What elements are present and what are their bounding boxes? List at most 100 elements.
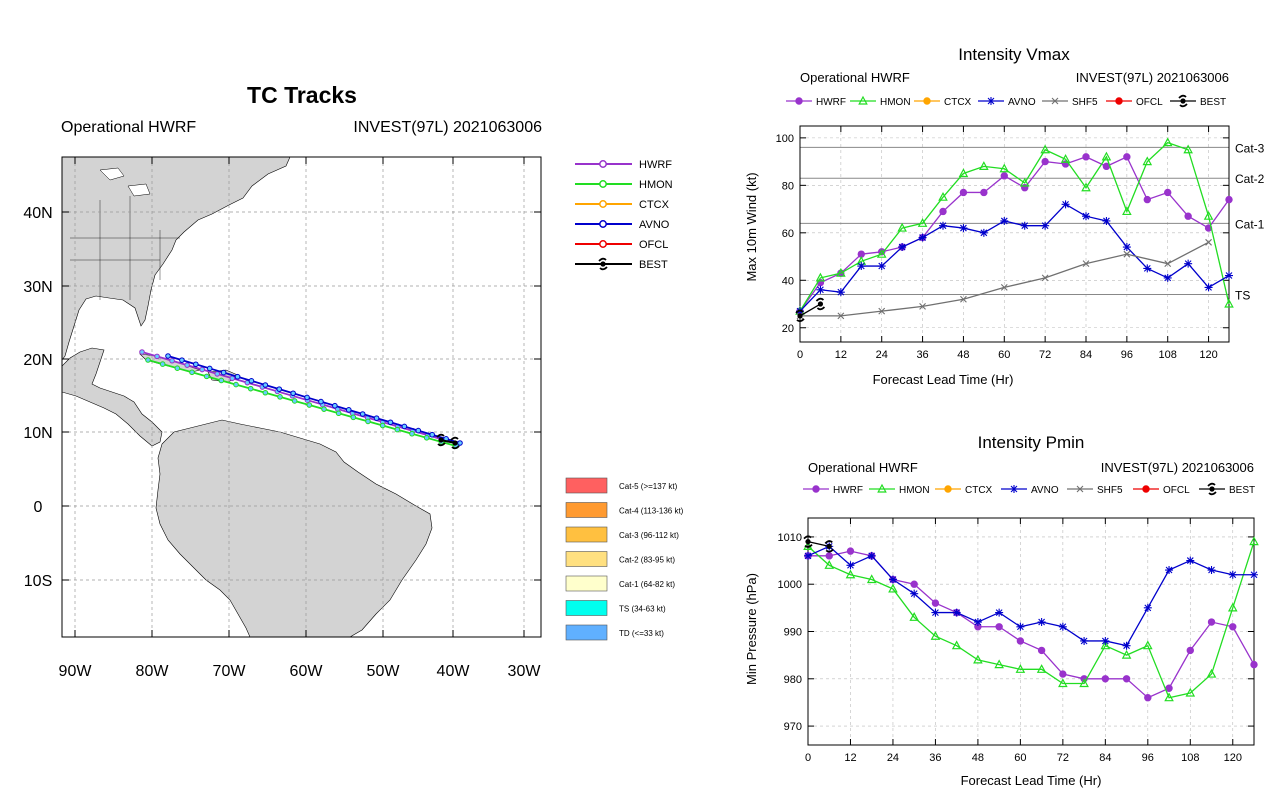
ref-line-label: Cat-2 [1235,172,1265,186]
track-avno-point [387,419,394,426]
series-avno-point [1041,221,1050,230]
track-avno-point [359,411,366,417]
series-hmon-point [1224,298,1234,308]
series-best-point [803,535,813,548]
series-avno-point [877,262,886,271]
category-swatch [565,600,608,616]
series-hmon-point [1101,151,1112,161]
series-avno-point [1082,212,1090,221]
series-hwrf-point [910,580,918,588]
series-hmon-point [1058,678,1068,688]
vmax-ylabel: Max 10m Wind (kt) [744,172,759,281]
x-tick-label: 120 [1199,349,1217,361]
lon-tick-label: 80W [136,663,170,680]
series-hmon-point [836,267,846,277]
legend-label-avno: AVNO [639,219,670,231]
track-hwrf-point [154,353,160,360]
pmin-subtitle-right: INVEST(97L) 2021063006 [1101,460,1254,475]
lon-tick-label: 90W [59,663,93,680]
track-legend: HWRF HMON CTCX AVNO OFCL BEST [575,159,673,271]
track-hmon-point [262,389,269,396]
track-avno-point [401,423,408,430]
x-tick-label: 36 [916,349,928,361]
series-avno-point [1037,618,1046,627]
series-avno-point [836,288,845,297]
track-avno-line [167,355,461,444]
track-hwrf-point [214,371,221,377]
series-hmon-point [1015,664,1026,673]
series-hwrf-point [1186,646,1194,655]
track-hmon-point [203,373,210,380]
series-best-point-core [826,543,832,549]
track-subtitle-left: Operational HWRF [61,119,196,136]
x-tick-label: 96 [1121,349,1133,361]
y-tick-label: 990 [784,627,802,639]
series-hmon-point [917,218,928,227]
track-best-marker [436,433,446,447]
series-hmon-point [994,659,1004,669]
category-label: TD (<=33 kt) [619,629,664,638]
series-hwrf-point [1144,694,1152,702]
track-best-marker-core [438,437,444,443]
lon-tick-label: 70W [213,663,247,680]
category-swatch [565,551,608,567]
legend-marker-shf5 [1076,485,1084,493]
series-avno-point [1102,216,1111,225]
series-shf5-point [878,307,886,315]
vmax-title: Intensity Vmax [958,45,1070,64]
track-hmon-point [189,369,195,376]
track-hmon-point [306,402,313,408]
series-avno-point [952,608,961,617]
lat-tick-label: 20N [23,352,52,369]
series-shf5-point [1082,260,1090,268]
track-hwrf-point [229,375,236,382]
legend-label-best: BEST [1200,97,1226,108]
series-hmon-point [815,272,826,282]
series-avno-line [799,203,1230,312]
lat-tick-label: 30N [23,279,52,296]
series-best-point [824,540,834,553]
x-tick-label: 24 [887,752,899,764]
category-label: Cat-1 (64-82 kt) [619,580,675,589]
track-subtitle-right: INVEST(97L) 2021063006 [353,119,542,136]
legend-marker-best-core [1180,98,1186,104]
x-tick-label: 60 [998,349,1010,361]
series-hmon-point [897,222,907,232]
legend-label-hmon: HMON [880,97,911,108]
track-avno-point [234,373,241,380]
series-avno-point [973,618,982,627]
land-masses [62,157,433,637]
series-hmon-point [1019,177,1030,187]
series-hwrf-point [1229,623,1237,631]
series-hmon-point [876,248,887,258]
series-hmon-point [930,630,941,640]
series-shf5-point [1041,274,1049,282]
legend-label-ctcx: CTCX [944,97,972,108]
x-tick-label: 120 [1224,752,1242,764]
track-hwrf-point [199,366,205,373]
y-tick-label: 80 [782,180,794,192]
legend-marker-ctcx [923,97,931,105]
series-avno-point [1000,216,1009,225]
category-swatch [565,624,608,641]
track-hmon-point [247,385,254,392]
series-best-point [795,309,805,323]
legend-label-avno: AVNO [1031,485,1059,496]
series-hmon-line [799,141,1230,312]
legend-label-best: BEST [1229,485,1255,496]
series-shf5-point [1000,284,1008,291]
series-avno-point [1080,636,1089,645]
series-avno-point [1143,603,1152,612]
series-hwrf-point [1059,670,1067,678]
track-hmon-point [159,361,166,367]
track-hmon-point [277,394,283,400]
series-avno-line [807,545,1254,647]
series-avno-point [939,221,947,230]
legend-label-hwrf: HWRF [816,97,846,108]
pmin-chart: Intensity Pmin Operational HWRF INVEST(9… [744,433,1259,788]
series-hwrf-point [1143,195,1151,204]
track-avno-point [304,394,310,401]
series-hmon-point [1100,640,1111,650]
legend-label-hmon: HMON [899,485,930,496]
legend-label-hwrf: HWRF [639,159,672,171]
